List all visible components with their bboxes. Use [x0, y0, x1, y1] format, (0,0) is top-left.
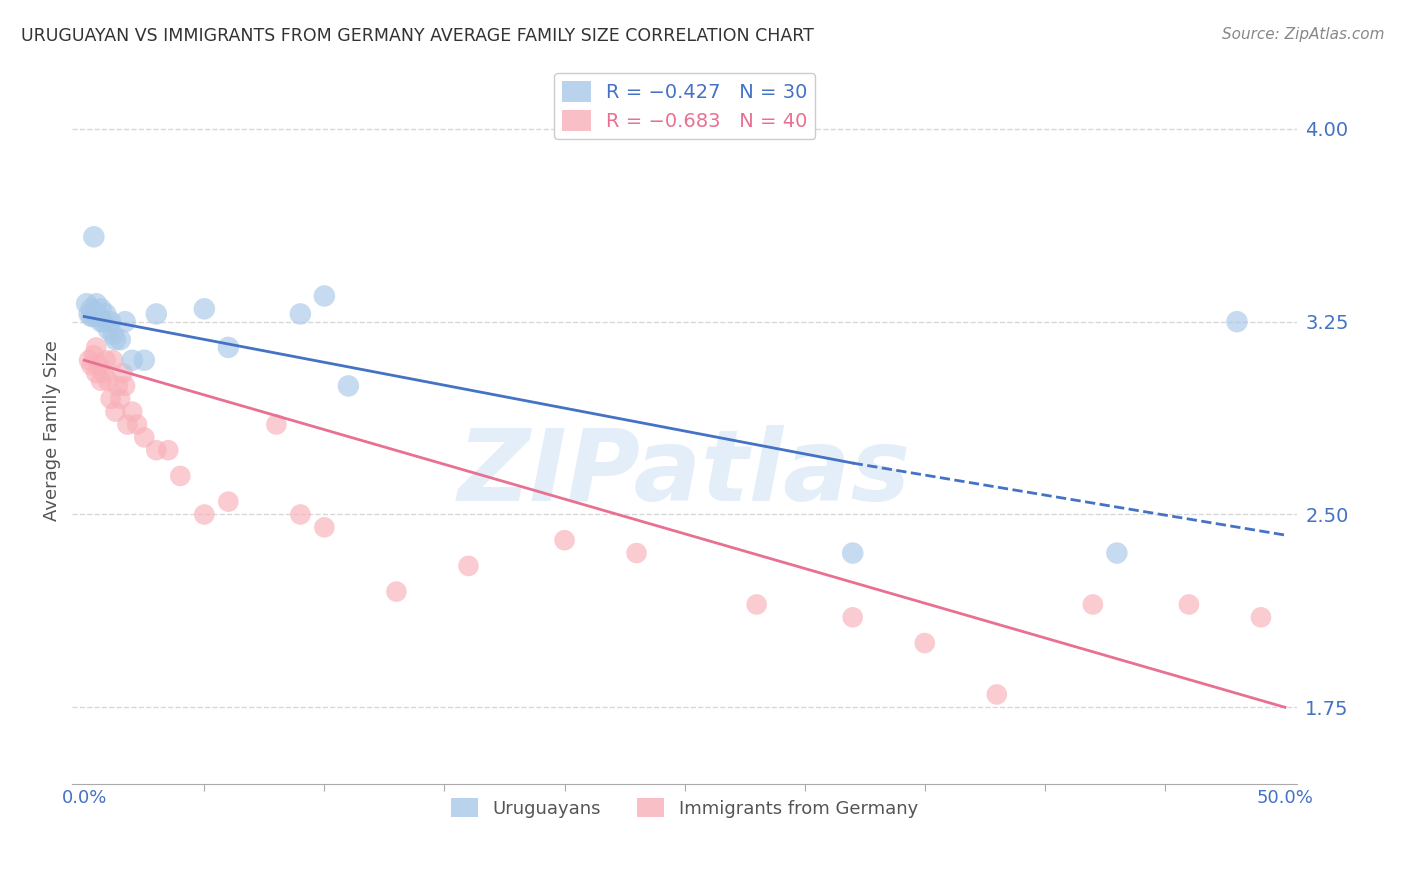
Point [745, 598, 768, 612]
Point [111, 366, 134, 380]
Point [314, 520, 336, 534]
Point [266, 417, 288, 432]
Point [93, 315, 115, 329]
Point [110, 333, 132, 347]
Point [104, 404, 127, 418]
Point [554, 533, 576, 548]
Point [626, 546, 648, 560]
Point [121, 404, 143, 418]
Point [217, 494, 239, 508]
Point [841, 546, 863, 560]
Point [457, 558, 479, 573]
Y-axis label: Average Family Size: Average Family Size [44, 341, 60, 521]
Point [107, 379, 129, 393]
Point [83, 230, 105, 244]
Point [841, 610, 863, 624]
Legend: Uruguayans, Immigrants from Germany: Uruguayans, Immigrants from Germany [444, 790, 925, 825]
Point [94, 353, 117, 368]
Point [193, 301, 215, 316]
Point [314, 289, 336, 303]
Point [193, 508, 215, 522]
Point [145, 307, 167, 321]
Point [110, 392, 132, 406]
Text: Source: ZipAtlas.com: Source: ZipAtlas.com [1222, 27, 1385, 42]
Point [84, 307, 107, 321]
Point [1250, 610, 1272, 624]
Point [87, 310, 110, 324]
Point [97, 322, 120, 336]
Point [83, 348, 105, 362]
Point [145, 443, 167, 458]
Point [169, 469, 191, 483]
Point [157, 443, 180, 458]
Point [93, 366, 115, 380]
Text: URUGUAYAN VS IMMIGRANTS FROM GERMANY AVERAGE FAMILY SIZE CORRELATION CHART: URUGUAYAN VS IMMIGRANTS FROM GERMANY AVE… [21, 27, 814, 45]
Point [100, 315, 122, 329]
Point [90, 301, 112, 316]
Point [84, 340, 107, 354]
Point [290, 307, 312, 321]
Point [117, 417, 139, 432]
Point [1226, 315, 1249, 329]
Point [104, 333, 127, 347]
Point [100, 392, 122, 406]
Point [1178, 598, 1201, 612]
Text: ZIPatlas: ZIPatlas [458, 425, 911, 522]
Point [77, 307, 100, 321]
Point [134, 353, 156, 368]
Point [90, 315, 112, 329]
Point [84, 366, 107, 380]
Point [83, 310, 105, 324]
Point [125, 417, 148, 432]
Point [101, 327, 124, 342]
Point [80, 301, 103, 316]
Point [76, 296, 98, 310]
Point [114, 315, 136, 329]
Point [97, 374, 120, 388]
Point [114, 379, 136, 393]
Point [94, 307, 117, 321]
Point [77, 353, 100, 368]
Point [337, 379, 360, 393]
Point [290, 508, 312, 522]
Point [1105, 546, 1128, 560]
Point [101, 353, 124, 368]
Point [134, 430, 156, 444]
Point [986, 688, 1008, 702]
Point [217, 340, 239, 354]
Point [80, 310, 103, 324]
Point [90, 374, 112, 388]
Point [84, 296, 107, 310]
Point [1081, 598, 1104, 612]
Point [121, 353, 143, 368]
Point [80, 359, 103, 373]
Point [385, 584, 408, 599]
Point [87, 359, 110, 373]
Point [914, 636, 936, 650]
